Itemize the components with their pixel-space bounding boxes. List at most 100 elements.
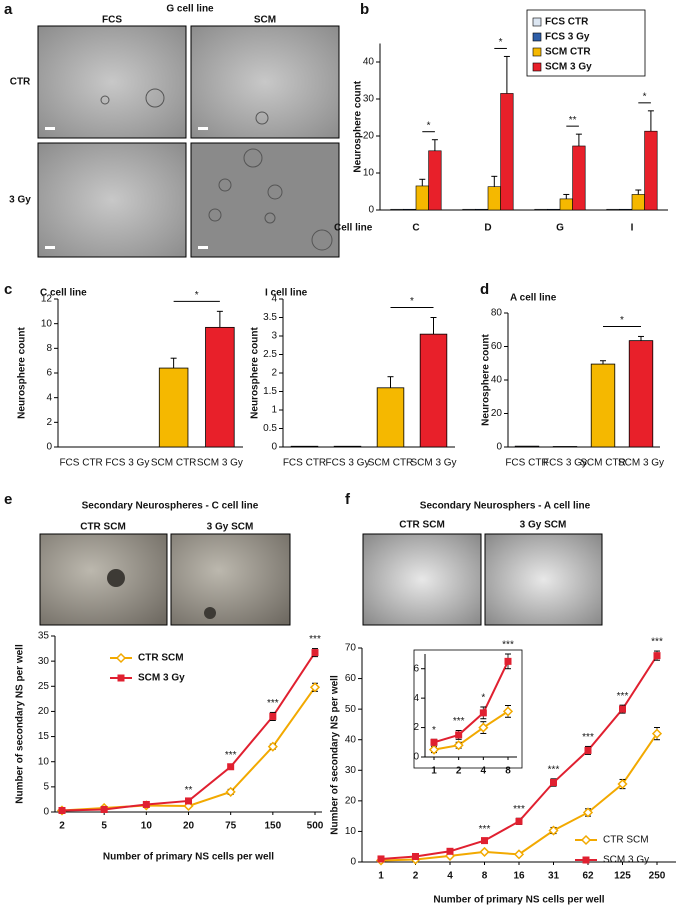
chart-title: Secondary Neurospheres - C cell line — [82, 501, 259, 512]
significance-label: *** — [582, 732, 594, 743]
bar — [403, 208, 417, 211]
legend-label: CTR SCM — [603, 835, 649, 846]
marker — [548, 825, 559, 836]
bar — [290, 445, 319, 448]
bar — [205, 326, 235, 448]
y-tick-label: 10 — [38, 756, 50, 767]
panel-title: G cell line — [166, 4, 214, 15]
bar — [462, 208, 476, 211]
x-axis-title: Cell line — [334, 223, 373, 234]
y-tick-label: 35 — [38, 631, 50, 642]
significance-label: *** — [548, 764, 560, 775]
y-tick-label: 30 — [345, 765, 357, 776]
marker — [455, 731, 463, 739]
micrograph — [362, 533, 482, 626]
significance-label: * — [499, 37, 503, 48]
y-tick-label: 25 — [38, 681, 50, 692]
marker — [479, 709, 487, 717]
x-tick-label: 10 — [141, 821, 153, 832]
micrograph — [170, 533, 291, 626]
significance-label: *** — [479, 824, 491, 835]
y-tick-label: 60 — [491, 341, 503, 352]
x-tick-label: SCM CTR — [580, 458, 626, 469]
x-tick-label: 1 — [378, 871, 384, 882]
marker — [446, 847, 454, 855]
significance-label: *** — [651, 637, 663, 648]
significance-label: * — [620, 315, 624, 326]
bar — [376, 387, 405, 448]
marker — [117, 674, 125, 682]
micrograph — [39, 533, 168, 626]
marker — [453, 740, 464, 751]
x-tick-label: 4 — [481, 766, 487, 777]
bar — [606, 208, 620, 211]
bar — [619, 208, 633, 211]
significance-label: * — [432, 725, 436, 736]
y-tick-label: 0 — [496, 442, 502, 453]
y-tick-label: 30 — [363, 94, 375, 105]
y-tick-label: 3 — [271, 331, 277, 342]
y-tick-label: 0 — [368, 205, 374, 216]
y-tick-label: 40 — [345, 734, 357, 745]
x-tick-label: FCS CTR — [283, 458, 326, 469]
x-tick-label: 8 — [482, 871, 488, 882]
y-axis-title: Neurosphere count — [250, 326, 261, 418]
significance-label: * — [481, 693, 485, 704]
legend-label: SCM 3 Gy — [138, 673, 185, 684]
legend-swatch — [532, 47, 542, 57]
x-tick-label: 150 — [264, 821, 281, 832]
y-tick-label: 0 — [350, 857, 356, 868]
bar — [590, 363, 616, 448]
image-label: CTR SCM — [80, 522, 126, 533]
row-label: 3 Gy — [9, 195, 31, 206]
marker — [225, 786, 236, 797]
y-tick-label: 20 — [363, 131, 375, 142]
panel-label: b — [360, 1, 369, 18]
y-tick-label: 20 — [345, 795, 357, 806]
marker — [619, 705, 626, 713]
significance-label: * — [195, 290, 199, 301]
x-tick-label: 75 — [225, 821, 237, 832]
y-tick-label: 50 — [345, 704, 357, 715]
y-tick-label: 10 — [345, 826, 357, 837]
y-tick-label: 0.5 — [263, 423, 277, 434]
image-label: CTR SCM — [399, 520, 445, 531]
y-tick-label: 3.5 — [263, 312, 277, 323]
micrograph — [37, 25, 187, 139]
marker — [479, 846, 490, 857]
legend-label: SCM 3 Gy — [603, 855, 649, 866]
marker — [311, 649, 319, 657]
x-tick-label: SCM CTR — [151, 458, 197, 469]
column-label: SCM — [254, 15, 276, 26]
bar — [534, 208, 548, 211]
marker — [584, 746, 592, 754]
y-tick-label: 15 — [38, 731, 50, 742]
y-tick-label: 2 — [46, 417, 52, 428]
y-tick-label: 1.5 — [263, 386, 277, 397]
legend-label: SCM 3 Gy — [545, 62, 592, 73]
marker — [617, 778, 628, 790]
x-tick-label: 1 — [431, 766, 437, 777]
bar — [514, 445, 540, 448]
marker — [430, 738, 438, 746]
y-tick-label: 5 — [43, 781, 49, 792]
series-line — [433, 710, 509, 751]
significance-label: *** — [453, 716, 465, 727]
significance-label: ** — [569, 115, 577, 126]
panel-label: c — [4, 281, 12, 298]
x-tick-label: SCM 3 Gy — [410, 458, 456, 469]
marker — [582, 856, 590, 864]
marker — [653, 652, 661, 660]
significance-label: * — [427, 120, 431, 131]
x-tick-label: FCS CTR — [59, 458, 102, 469]
legend-box — [526, 9, 646, 77]
x-tick-label: FCS 3 Gy — [105, 458, 149, 469]
marker — [227, 763, 235, 771]
marker — [185, 797, 192, 805]
legend-label: SCM CTR — [545, 47, 591, 58]
panel-label: d — [480, 281, 489, 298]
y-tick-label: 6 — [413, 663, 419, 674]
legend-label: FCS CTR — [545, 17, 589, 28]
y-tick-label: 20 — [38, 706, 50, 717]
y-axis-title: Number of secondary NS per well — [15, 644, 26, 804]
